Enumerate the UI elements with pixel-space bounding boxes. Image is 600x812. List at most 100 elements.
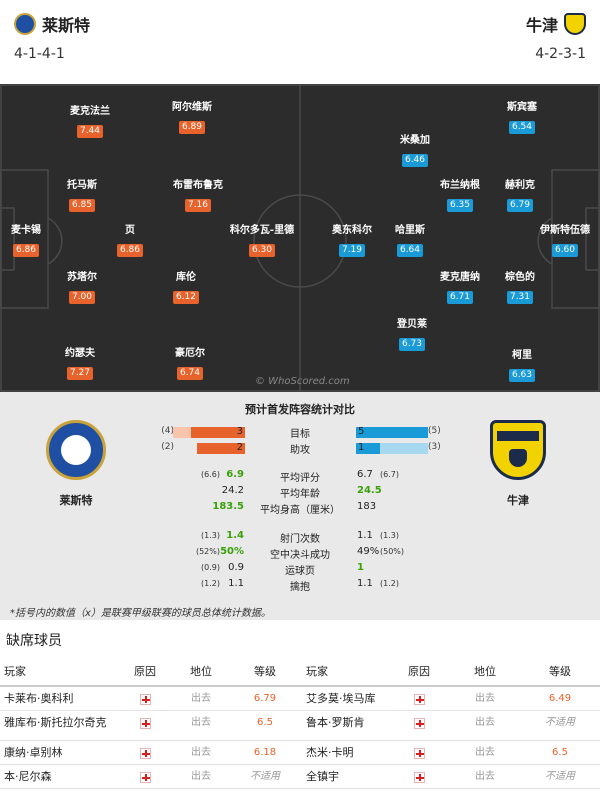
player-rating-badge: 6.30 bbox=[248, 244, 276, 257]
player-rating-badge: 7.19 bbox=[338, 244, 366, 257]
home-missing-player[interactable]: 卡莱布·奥科利 bbox=[4, 692, 74, 705]
home-league-avg: (0.9) bbox=[201, 563, 220, 572]
player-away[interactable]: 登贝莱 6.73 bbox=[367, 318, 457, 351]
player-name: 阿尔维斯 bbox=[172, 102, 212, 113]
home-missing-player[interactable]: 康纳·卓别林 bbox=[4, 746, 63, 759]
match-header: 莱斯特 牛津 4-1-4-1 4-2-3-1 bbox=[0, 0, 600, 80]
injury-icon bbox=[130, 687, 160, 711]
away-league-avg: (6.7) bbox=[380, 470, 399, 479]
player-rating-badge: 6.74 bbox=[176, 367, 204, 380]
away-player-status: 出去 bbox=[475, 771, 495, 782]
home-player-status: 出去 bbox=[191, 717, 211, 728]
player-home[interactable]: 科尔多瓦-里德 6.30 bbox=[217, 224, 307, 257]
player-rating-badge: 6.85 bbox=[68, 199, 96, 212]
home-bar-fill bbox=[191, 427, 245, 438]
player-home[interactable]: 库伦 6.12 bbox=[141, 271, 231, 304]
stat-bar-row: (4) 3 目标 5 (5) bbox=[0, 426, 600, 440]
stat-label: 空中决斗成功 bbox=[270, 550, 330, 561]
stat-label: 运球页 bbox=[285, 566, 315, 577]
home-missing-player[interactable]: 雅库布·斯托拉尔奇克 bbox=[4, 716, 107, 729]
player-away[interactable]: 棕色的 7.31 bbox=[475, 271, 565, 304]
player-home[interactable]: 苏塔尔 7.00 bbox=[37, 271, 127, 304]
col-header-rating: 等级 bbox=[254, 665, 276, 678]
away-stat-value: 24.5 bbox=[357, 485, 382, 496]
player-home[interactable]: 页 6.86 bbox=[85, 224, 175, 257]
player-away[interactable]: 伊斯特伍德 6.60 bbox=[520, 224, 600, 257]
player-name: 伊斯特伍德 bbox=[540, 225, 590, 236]
away-bar-fill bbox=[356, 427, 428, 438]
player-away[interactable]: 赫利克 6.79 bbox=[475, 179, 565, 212]
away-league-avg: (3) bbox=[428, 442, 441, 452]
col-header-reason: 原因 bbox=[134, 665, 156, 678]
away-player-rating: 6.5 bbox=[552, 747, 568, 758]
player-away[interactable]: 奥东科尔 7.19 bbox=[307, 224, 397, 257]
home-formation: 4-1-4-1 bbox=[14, 46, 65, 62]
player-home[interactable]: 托马斯 6.85 bbox=[37, 179, 127, 212]
player-rating-badge: 7.27 bbox=[66, 367, 94, 380]
home-team-name: 莱斯特 bbox=[42, 16, 91, 35]
away-missing-player[interactable]: 鲁本·罗斯肯 bbox=[306, 716, 365, 729]
injury-icon bbox=[404, 711, 434, 735]
stat-row: (52%) 50% 空中决斗成功 49% (50%) bbox=[0, 546, 600, 561]
injury-icon bbox=[413, 693, 425, 705]
home-player-status: 出去 bbox=[191, 747, 211, 758]
away-player-rating: 不适用 bbox=[545, 771, 575, 782]
player-rating-badge: 6.35 bbox=[446, 199, 474, 212]
table-row: 雅库布·斯托拉尔奇克 出去 6.5 鲁本·罗斯肯 出去 不适用 bbox=[0, 711, 600, 741]
player-home[interactable]: 阿尔维斯 6.89 bbox=[147, 101, 237, 134]
col-header-status: 地位 bbox=[190, 665, 212, 678]
away-player-status: 出去 bbox=[475, 693, 495, 704]
home-player-rating: 不适用 bbox=[250, 771, 280, 782]
col-header-reason: 原因 bbox=[408, 665, 430, 678]
player-home[interactable]: 布雷布鲁克 7.16 bbox=[153, 179, 243, 212]
player-rating-badge: 7.44 bbox=[76, 125, 104, 138]
player-name: 科尔多瓦-里德 bbox=[229, 225, 295, 236]
away-league-avg: (50%) bbox=[380, 547, 405, 556]
player-away[interactable]: 斯宾塞 6.54 bbox=[477, 101, 567, 134]
player-rating-badge: 6.89 bbox=[178, 121, 206, 134]
table-row: 卡莱布·奥科利 出去 6.79 艾多莫·埃马库 出去 6.49 bbox=[0, 687, 600, 711]
player-away[interactable]: 麦克唐纳 6.71 bbox=[415, 271, 505, 304]
home-stat-value: 183.5 bbox=[212, 501, 244, 512]
away-team-header[interactable]: 牛津 bbox=[526, 12, 586, 36]
col-header-player: 玩家 bbox=[306, 665, 328, 678]
player-rating-badge: 7.16 bbox=[184, 199, 212, 212]
away-missing-player[interactable]: 艾多莫·埃马库 bbox=[306, 692, 376, 705]
player-rating-badge: 6.54 bbox=[508, 121, 536, 134]
home-team-header[interactable]: 莱斯特 bbox=[14, 12, 90, 36]
player-away[interactable]: 米桑加 6.46 bbox=[370, 134, 460, 167]
away-player-rating: 6.49 bbox=[548, 693, 572, 704]
player-away[interactable]: 哈里斯 6.64 bbox=[365, 224, 455, 257]
stat-label: 助攻 bbox=[290, 445, 310, 456]
player-away[interactable]: 柯里 6.63 bbox=[477, 349, 567, 382]
player-away[interactable]: 布兰纳根 6.35 bbox=[415, 179, 505, 212]
stat-row: 24.2 平均年龄 24.5 bbox=[0, 485, 600, 500]
away-player-rating: 不适用 bbox=[545, 717, 575, 728]
injury-icon bbox=[130, 765, 160, 789]
oxford-crest-icon bbox=[564, 13, 586, 35]
pitch-lines bbox=[0, 84, 600, 392]
injury-icon bbox=[404, 765, 434, 789]
away-league-avg: (5) bbox=[428, 426, 441, 436]
col-header-player: 玩家 bbox=[4, 665, 26, 678]
player-home[interactable]: 麦克法兰 7.44 bbox=[45, 105, 135, 138]
home-bar-fill bbox=[196, 443, 245, 454]
home-league-avg: (4) bbox=[161, 426, 174, 436]
oxford-crest-icon bbox=[490, 420, 546, 480]
player-name: 斯宾塞 bbox=[507, 102, 537, 113]
away-player-status: 出去 bbox=[475, 717, 495, 728]
stat-label: 擒抱 bbox=[290, 582, 310, 593]
player-name: 约瑟夫 bbox=[65, 348, 95, 359]
player-name: 麦克唐纳 bbox=[440, 272, 480, 283]
player-rating-badge: 6.71 bbox=[446, 291, 474, 304]
player-home[interactable]: 约瑟夫 7.27 bbox=[35, 347, 125, 380]
away-missing-player[interactable]: 杰米·卡明 bbox=[306, 746, 354, 759]
home-missing-player[interactable]: 本·尼尔森 bbox=[4, 770, 52, 783]
away-missing-player[interactable]: 全镇宇 bbox=[306, 770, 339, 783]
player-home[interactable]: 麦卡锡 6.86 bbox=[0, 224, 71, 257]
leicester-crest-icon bbox=[14, 13, 36, 35]
home-league-avg: (6.6) bbox=[201, 470, 220, 479]
table-row: 本·尼尔森 出去 不适用 全镇宇 出去 不适用 bbox=[0, 765, 600, 789]
player-home[interactable]: 豪厄尔 6.74 bbox=[145, 347, 235, 380]
lineup-stats-panel: 预计首发阵容统计对比 莱斯特 牛津 (4) 3 目标 5 (5) (2) 2 助攻 1 (3) (… bbox=[0, 392, 600, 620]
